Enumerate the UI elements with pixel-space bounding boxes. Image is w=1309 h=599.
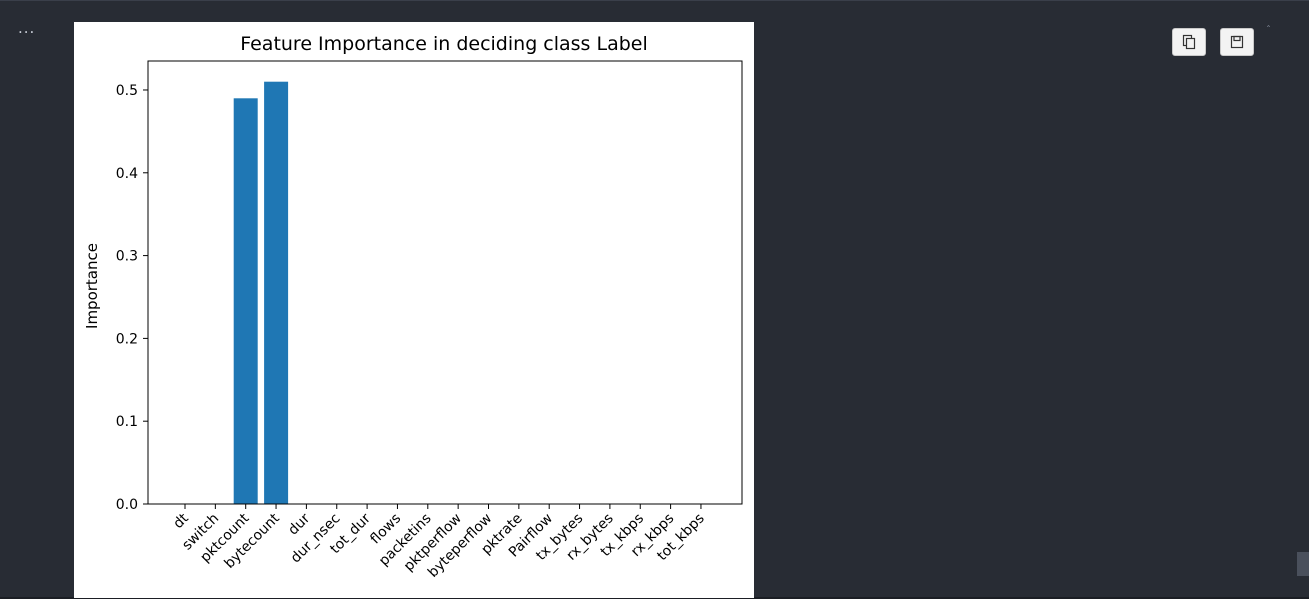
chart-title: Feature Importance in deciding class Lab… bbox=[240, 33, 648, 55]
y-tick-label: 0.0 bbox=[116, 497, 138, 513]
save-output-button[interactable] bbox=[1220, 28, 1254, 56]
bar-bytecount bbox=[264, 81, 289, 504]
y-tick-label: 0.3 bbox=[116, 249, 138, 265]
copy-output-button[interactable] bbox=[1172, 28, 1206, 56]
bar-pktcount bbox=[233, 98, 258, 505]
x-tick-label: dt bbox=[170, 510, 192, 532]
collapse-output-button[interactable]: ˆ bbox=[1266, 25, 1271, 36]
scrollbar-thumb[interactable] bbox=[1297, 552, 1309, 576]
y-tick-label: 0.2 bbox=[116, 331, 138, 347]
plot-frame bbox=[147, 60, 743, 505]
y-axis-label: Importance bbox=[83, 243, 101, 329]
y-tick-label: 0.5 bbox=[116, 83, 138, 99]
bar-chart: Feature Importance in deciding class Lab… bbox=[83, 33, 743, 581]
output-chart-image: Feature Importance in deciding class Lab… bbox=[74, 22, 754, 598]
y-axis: 0.0 0.1 0.2 0.3 0.4 0.5 bbox=[116, 83, 148, 513]
y-tick-label: 0.4 bbox=[116, 166, 138, 182]
copy-icon bbox=[1182, 34, 1196, 50]
output-menu-button[interactable]: ... bbox=[18, 19, 36, 37]
save-icon bbox=[1230, 35, 1244, 49]
bar-series bbox=[233, 81, 289, 505]
y-tick-label: 0.1 bbox=[116, 414, 138, 430]
